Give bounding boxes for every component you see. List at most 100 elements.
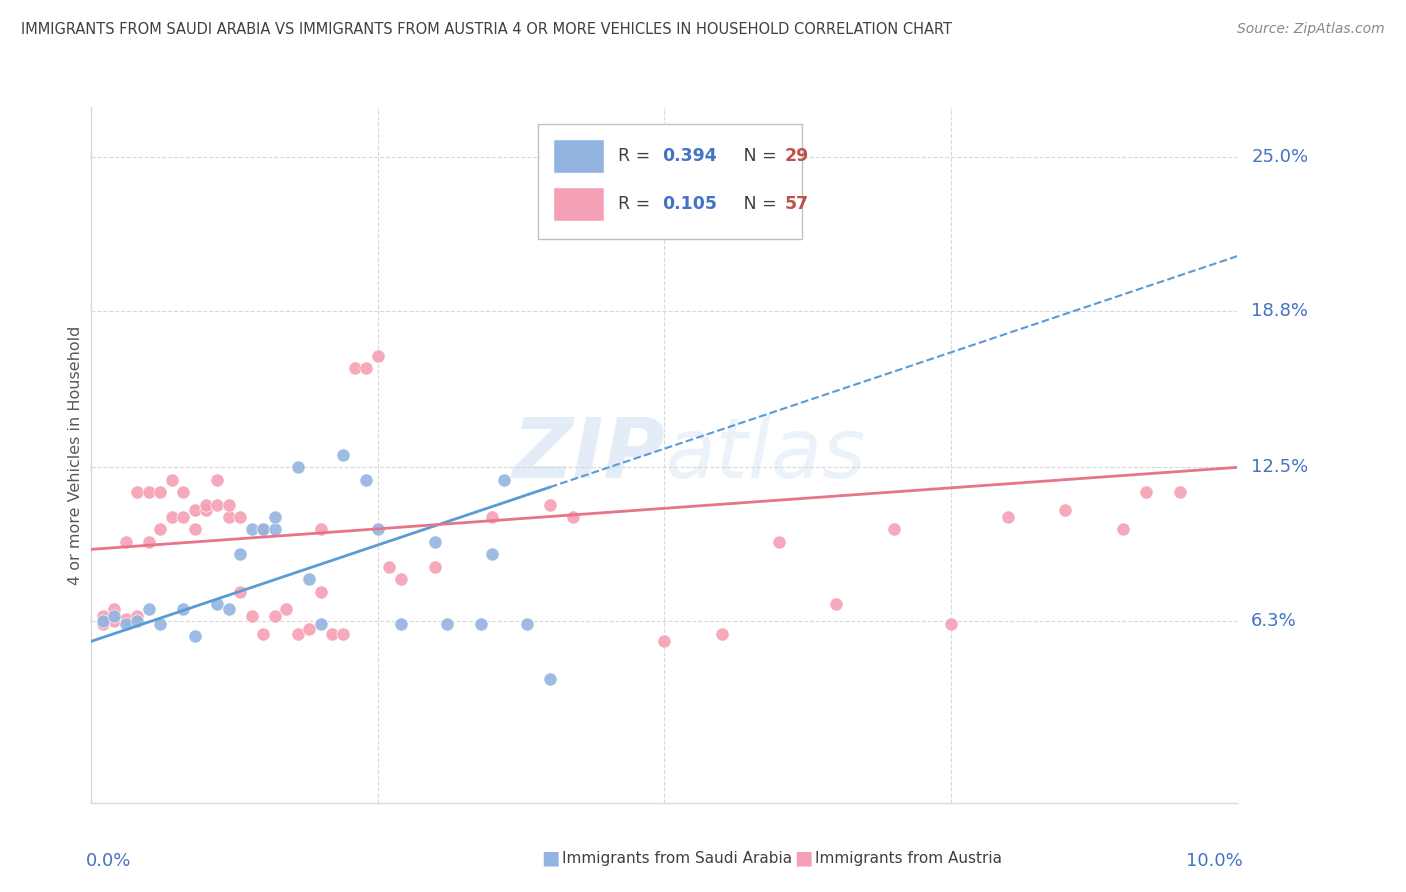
Point [1111,523,1133,537]
Point [240,609,263,624]
Point [172,602,194,616]
Point [138,485,160,500]
Point [481,547,503,561]
Point [229,584,252,599]
Point [207,597,229,611]
Point [356,473,378,487]
Point [183,502,205,516]
Point [218,498,240,512]
Point [343,360,366,375]
Point [825,597,848,611]
Point [470,616,492,631]
Text: R =: R = [619,147,657,165]
Point [1054,502,1077,516]
Text: 6.3%: 6.3% [1251,613,1296,631]
Point [276,602,298,616]
Text: N =: N = [727,147,783,165]
Point [240,523,263,537]
Point [103,609,125,624]
Point [287,460,309,475]
Point [229,547,252,561]
Point [321,627,343,641]
Point [263,510,285,524]
Point [389,616,412,631]
Point [652,634,675,648]
Point [309,523,332,537]
Point [103,615,125,629]
Text: 18.8%: 18.8% [1251,301,1308,320]
Point [997,510,1019,524]
Point [287,627,309,641]
Text: N =: N = [727,195,783,213]
Point [127,615,149,629]
Text: ■: ■ [541,848,560,868]
Point [160,473,183,487]
Text: 0.105: 0.105 [662,195,717,213]
Text: ZIP: ZIP [512,415,664,495]
Point [91,615,114,629]
Point [149,523,172,537]
Point [516,616,538,631]
Point [207,473,229,487]
Point [332,627,354,641]
Text: 12.5%: 12.5% [1251,458,1309,476]
Text: 0.394: 0.394 [662,147,717,165]
Text: 0.0%: 0.0% [86,852,131,870]
Point [332,448,354,462]
Point [103,602,125,616]
Point [91,616,114,631]
Point [436,616,458,631]
Text: IMMIGRANTS FROM SAUDI ARABIA VS IMMIGRANTS FROM AUSTRIA 4 OR MORE VEHICLES IN HO: IMMIGRANTS FROM SAUDI ARABIA VS IMMIGRAN… [21,22,952,37]
Point [423,534,446,549]
Point [149,485,172,500]
Point [183,523,205,537]
Point [538,672,561,686]
Point [492,473,515,487]
Point [149,616,172,631]
Point [229,510,252,524]
Point [298,622,321,636]
Y-axis label: 4 or more Vehicles in Household: 4 or more Vehicles in Household [67,326,83,584]
Text: 25.0%: 25.0% [1251,148,1309,166]
Text: Immigrants from Saudi Arabia: Immigrants from Saudi Arabia [562,851,793,865]
Text: 57: 57 [785,195,808,213]
FancyBboxPatch shape [553,187,603,221]
Point [263,609,285,624]
Point [710,627,733,641]
Point [114,612,136,626]
Point [183,629,205,643]
Point [378,559,401,574]
Point [768,534,790,549]
Text: Immigrants from Austria: Immigrants from Austria [815,851,1002,865]
Point [194,502,217,516]
Point [114,534,136,549]
Point [538,498,561,512]
Point [91,609,114,624]
Point [138,534,160,549]
Point [423,559,446,574]
Point [218,510,240,524]
Point [127,609,149,624]
Point [882,523,904,537]
Point [138,602,160,616]
Point [194,498,217,512]
Point [939,616,962,631]
Point [263,523,285,537]
Point [1135,485,1157,500]
Point [218,602,240,616]
Text: 10.0%: 10.0% [1187,852,1243,870]
Point [481,510,503,524]
Point [172,485,194,500]
FancyBboxPatch shape [553,138,603,173]
Point [367,349,389,363]
Point [252,523,274,537]
Point [309,584,332,599]
Text: R =: R = [619,195,657,213]
Point [127,485,149,500]
Point [114,616,136,631]
Text: atlas: atlas [664,415,866,495]
FancyBboxPatch shape [538,124,801,239]
Point [309,616,332,631]
Point [561,510,583,524]
Point [298,572,321,586]
